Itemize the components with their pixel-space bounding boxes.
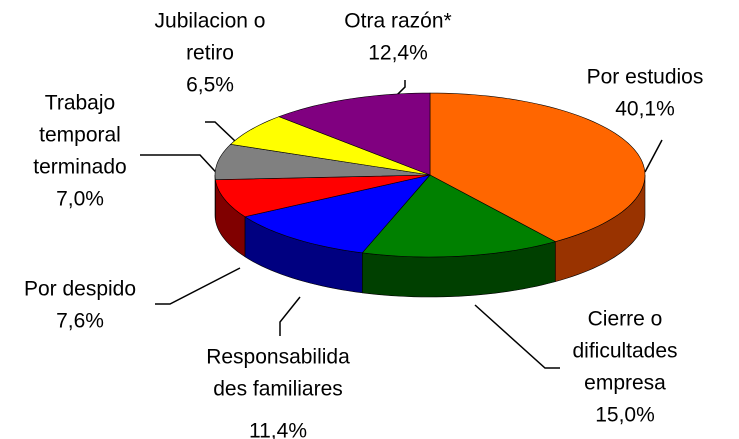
slice-label: dificultades: [572, 340, 677, 363]
slice-label: des familiares: [213, 378, 343, 401]
slice-label: Responsabilida: [206, 346, 350, 369]
slice-label: Otra razón*: [344, 10, 451, 33]
pie-slice: [214, 144, 431, 180]
slice-value-label: 7,6%: [56, 310, 104, 333]
leader-line: [474, 304, 560, 369]
leader-line: [140, 154, 226, 183]
slice-label: Cierre o: [588, 308, 663, 331]
pie-slice: [229, 116, 431, 176]
slice-value-label: 7,0%: [56, 188, 104, 211]
pie-slice: [214, 174, 431, 218]
slice-label: Jubilacion o: [155, 10, 266, 33]
pie-tops: [214, 92, 646, 258]
leader-line: [155, 267, 241, 305]
slice-label: Por despido: [24, 278, 136, 301]
slice-value-label: 6,5%: [186, 74, 234, 97]
leader-line: [279, 296, 301, 336]
slice-label: empresa: [584, 372, 666, 395]
slice-value-label: 15,0%: [595, 404, 655, 427]
pie-slice: [278, 92, 431, 176]
pie-slice: [361, 174, 557, 258]
slice-value-label: 11,4%: [249, 420, 307, 439]
slice-value-label: 40,1%: [615, 98, 675, 121]
leader-line: [644, 139, 663, 173]
pie-sides: [214, 174, 646, 298]
slice-label: Por estudios: [587, 66, 704, 89]
slice-label: retiro: [186, 42, 234, 65]
slice-label: Trabajo: [45, 92, 115, 115]
slice-label: terminado: [33, 156, 126, 179]
pie-slice: [429, 92, 646, 242]
slice-label: temporal: [39, 124, 121, 147]
pie-slice: [244, 174, 431, 254]
slice-value-label: 12,4%: [368, 42, 428, 65]
